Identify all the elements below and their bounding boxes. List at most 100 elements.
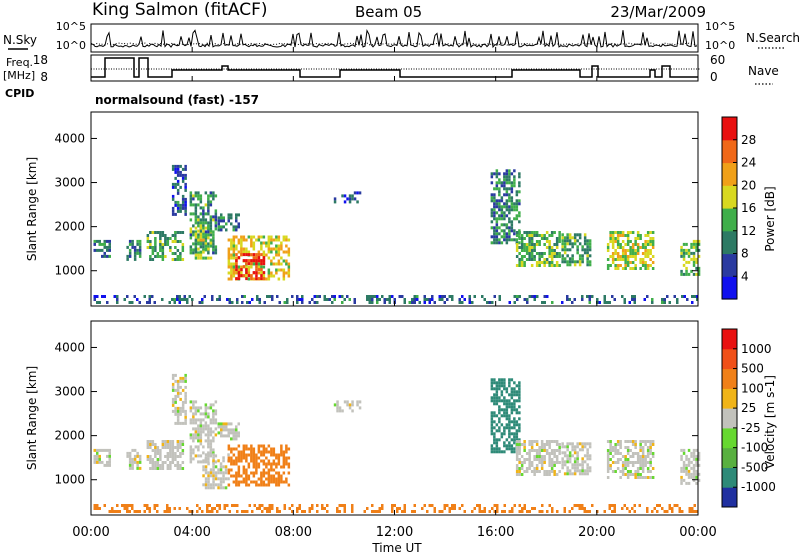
data-cell [285, 456, 288, 460]
data-cell [136, 251, 139, 255]
data-cell [240, 268, 243, 272]
data-cell [197, 430, 200, 434]
data-cell [271, 504, 274, 507]
data-cell [285, 235, 288, 239]
data-cell [503, 223, 506, 227]
data-cell [227, 216, 230, 220]
data-cell [513, 205, 516, 209]
data-cell [538, 452, 541, 455]
data-cell [181, 449, 185, 452]
data-cell [184, 391, 187, 395]
data-cell [548, 464, 551, 467]
data-cell [219, 471, 223, 475]
data-cell [197, 215, 200, 219]
data-cell [256, 507, 259, 510]
data-cell [586, 257, 589, 261]
data-cell [496, 510, 499, 513]
data-cell [343, 507, 346, 510]
data-cell [545, 473, 549, 476]
data-cell [204, 480, 208, 484]
data-cell [545, 246, 549, 249]
data-cell [619, 264, 622, 267]
data-cell [371, 301, 374, 304]
data-cell [495, 447, 499, 451]
data-cell [181, 461, 185, 464]
data-cell [197, 256, 200, 260]
data-cell [566, 298, 569, 301]
data-cell [270, 450, 273, 454]
data-cell [680, 466, 683, 470]
data-cell [207, 209, 210, 213]
data-cell [277, 244, 281, 248]
data-cell [176, 179, 180, 183]
data-cell [408, 301, 411, 304]
data-cell [651, 467, 655, 470]
data-cell [515, 238, 519, 242]
data-cell [207, 226, 210, 230]
data-cell [515, 452, 519, 455]
data-cell [212, 236, 215, 240]
y-tick-label: 2000 [54, 220, 85, 234]
data-cell [207, 436, 210, 440]
data-cell [212, 477, 215, 481]
data-cell [508, 414, 511, 418]
data-cell [518, 438, 521, 442]
data-cell [646, 452, 650, 455]
data-cell [161, 443, 165, 446]
data-cell [578, 236, 582, 240]
data-cell [513, 232, 516, 236]
data-cell [277, 471, 281, 475]
data-cell [553, 231, 556, 234]
data-cell [646, 510, 649, 513]
data-cell [204, 483, 208, 487]
data-cell [626, 234, 630, 237]
data-cell [678, 510, 681, 513]
data-cell [503, 211, 506, 215]
data-cell [285, 462, 288, 466]
data-cell [525, 458, 529, 461]
data-cell [538, 243, 541, 246]
data-cell [262, 259, 266, 263]
data-cell [500, 414, 504, 418]
colorbar-tick-label: 16 [741, 201, 756, 215]
data-cell [438, 295, 441, 298]
data-cell [493, 414, 496, 418]
data-cell [214, 245, 218, 249]
data-cell [646, 264, 650, 267]
data-cell [138, 301, 141, 304]
data-cell [282, 453, 286, 457]
data-cell [260, 483, 263, 487]
data-cell [214, 460, 218, 464]
data-cell [550, 452, 554, 455]
data-cell [586, 448, 589, 452]
data-cell [692, 257, 696, 261]
data-cell [573, 239, 577, 243]
data-cell [285, 238, 288, 242]
data-cell [505, 187, 509, 191]
data-cell [651, 440, 655, 443]
data-cell [441, 298, 444, 301]
data-cell [316, 295, 319, 298]
data-cell [566, 460, 569, 464]
data-cell [250, 241, 253, 245]
data-cell [265, 244, 268, 248]
data-cell [189, 245, 193, 249]
data-cell [186, 298, 189, 301]
data-cell [311, 504, 314, 507]
data-cell [242, 447, 246, 451]
data-cell [548, 249, 551, 252]
colorbar-swatch [722, 117, 737, 141]
data-cell [179, 409, 182, 413]
data-cell [204, 468, 208, 472]
data-cell [176, 443, 180, 446]
data-cell [209, 203, 213, 207]
data-cell [490, 417, 494, 421]
data-cell [586, 451, 589, 455]
data-cell [220, 434, 223, 438]
colorbar-swatch [722, 408, 737, 429]
data-cell [518, 446, 521, 449]
data-cell [697, 266, 701, 270]
data-cell [606, 249, 610, 252]
data-cell [184, 394, 187, 398]
data-cell [671, 510, 674, 513]
